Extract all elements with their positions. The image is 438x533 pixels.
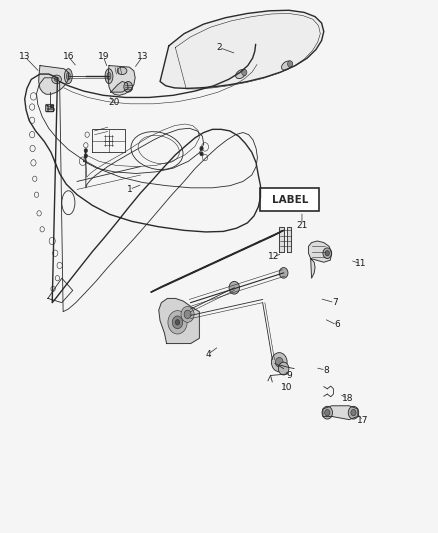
Circle shape: [348, 406, 359, 419]
Circle shape: [276, 358, 283, 367]
Polygon shape: [159, 298, 199, 344]
Circle shape: [272, 353, 287, 372]
Ellipse shape: [67, 72, 71, 80]
Text: 17: 17: [357, 416, 369, 425]
Polygon shape: [160, 10, 324, 88]
Circle shape: [84, 149, 88, 153]
Polygon shape: [323, 406, 358, 419]
Text: 13: 13: [137, 52, 148, 61]
Ellipse shape: [64, 69, 72, 84]
Circle shape: [322, 406, 332, 419]
Text: 6: 6: [334, 320, 340, 329]
Circle shape: [168, 311, 187, 334]
Circle shape: [175, 320, 180, 325]
Polygon shape: [111, 82, 128, 92]
FancyBboxPatch shape: [46, 104, 53, 112]
Circle shape: [184, 310, 191, 319]
Text: 20: 20: [109, 98, 120, 107]
Circle shape: [279, 362, 289, 375]
Polygon shape: [279, 227, 284, 252]
Polygon shape: [108, 66, 135, 95]
Text: 2: 2: [216, 43, 222, 52]
Text: 8: 8: [323, 366, 329, 375]
Text: 7: 7: [332, 298, 338, 307]
Ellipse shape: [52, 75, 61, 84]
Ellipse shape: [117, 67, 127, 75]
Text: 4: 4: [205, 350, 211, 359]
Polygon shape: [287, 227, 291, 252]
Text: 13: 13: [19, 52, 31, 61]
Text: 18: 18: [342, 394, 353, 403]
Text: 16: 16: [63, 52, 74, 61]
Bar: [261, 188, 319, 211]
Polygon shape: [39, 66, 68, 94]
Text: 21: 21: [296, 221, 307, 230]
Circle shape: [124, 82, 133, 92]
Ellipse shape: [54, 77, 59, 82]
Circle shape: [279, 268, 288, 278]
Ellipse shape: [236, 69, 246, 79]
Text: 9: 9: [286, 371, 292, 380]
Text: LABEL: LABEL: [272, 195, 308, 205]
Text: 1: 1: [127, 185, 132, 194]
Circle shape: [323, 248, 332, 259]
Ellipse shape: [105, 69, 113, 84]
Circle shape: [229, 281, 240, 294]
Text: 12: 12: [268, 253, 279, 261]
Circle shape: [242, 69, 247, 76]
Circle shape: [200, 152, 203, 156]
Circle shape: [325, 409, 330, 416]
Ellipse shape: [282, 61, 292, 70]
Polygon shape: [308, 241, 332, 278]
Text: 10: 10: [281, 383, 293, 392]
Circle shape: [172, 316, 183, 329]
Circle shape: [84, 154, 88, 158]
Ellipse shape: [107, 72, 111, 80]
Text: 19: 19: [98, 52, 109, 61]
Circle shape: [200, 147, 203, 151]
Text: 11: 11: [355, 260, 367, 268]
Circle shape: [181, 306, 194, 322]
Text: 15: 15: [45, 105, 57, 114]
Polygon shape: [151, 230, 284, 292]
Circle shape: [325, 251, 329, 256]
Circle shape: [288, 61, 293, 67]
Circle shape: [351, 409, 356, 416]
